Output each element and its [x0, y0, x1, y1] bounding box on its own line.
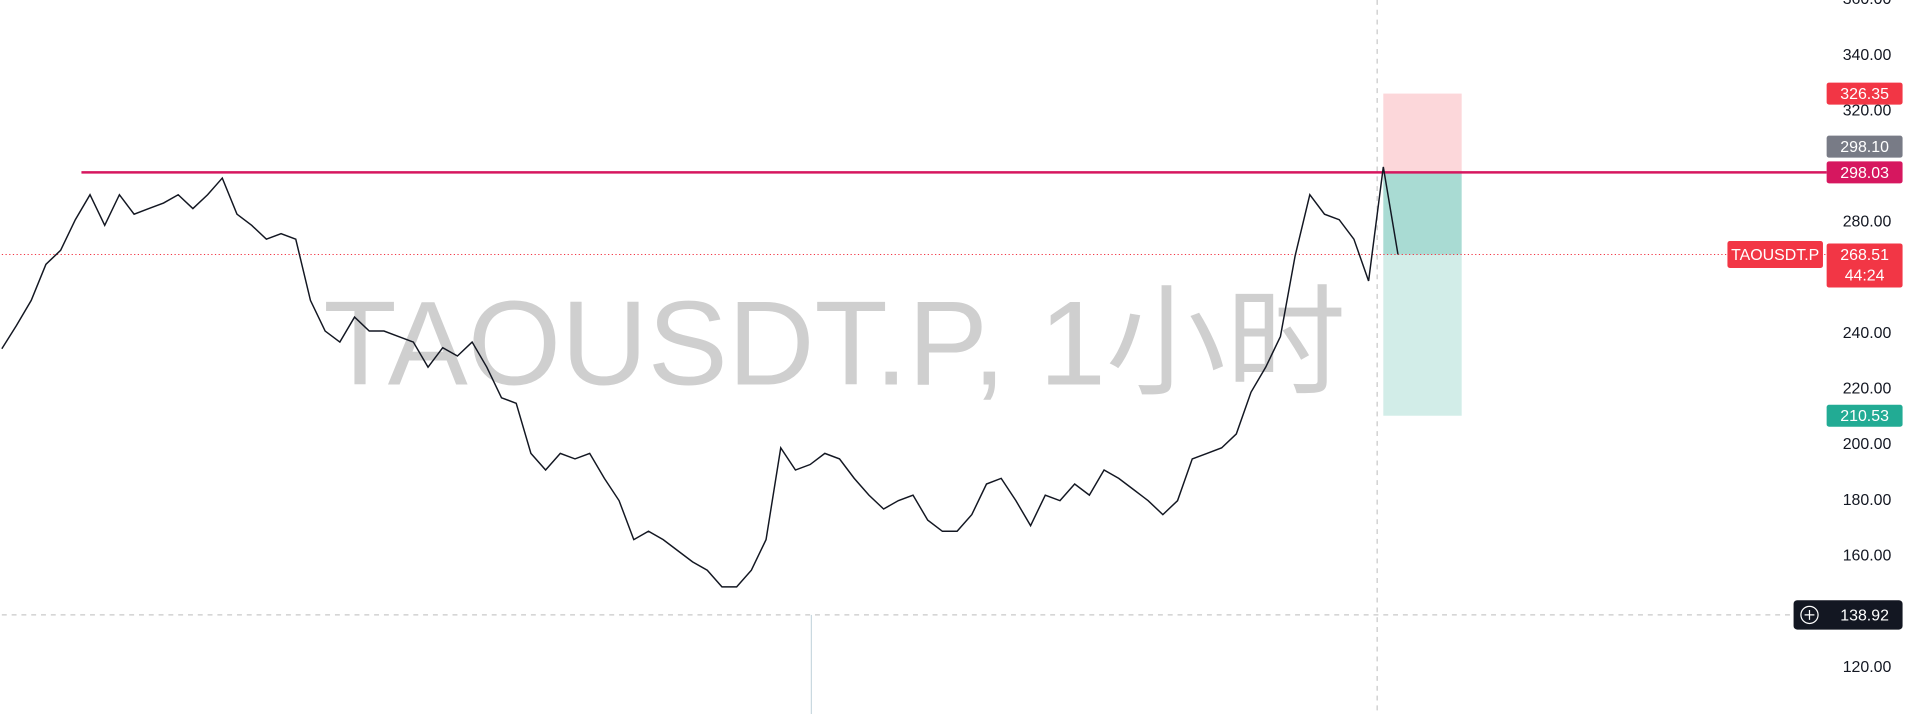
- y-tick-label: 280.00: [1843, 214, 1892, 231]
- y-tick-label: 200.00: [1843, 436, 1892, 453]
- crosshair-icon: [1800, 605, 1819, 625]
- y-tick-label: 220.00: [1843, 381, 1892, 398]
- y-tick-label: 320.00: [1843, 102, 1892, 119]
- last-price: 268.51: [1840, 247, 1889, 264]
- watermark: TAOUSDT.P, 1小时: [323, 276, 1346, 410]
- profit-zone: [1383, 172, 1462, 255]
- price-label-box: [1826, 404, 1903, 427]
- crosshair-plus: [1804, 610, 1815, 620]
- symbol-tag: TAOUSDT.P: [1731, 247, 1819, 264]
- price-label-box: [1826, 82, 1903, 105]
- price-label-box: [1826, 135, 1903, 158]
- target-zone: [1383, 254, 1462, 416]
- y-tick-label: 120.00: [1843, 659, 1892, 676]
- price-label: 210.53: [1840, 408, 1889, 425]
- last-price-box: [1826, 243, 1903, 288]
- countdown: 44:24: [1845, 268, 1885, 285]
- y-tick-label: 180.00: [1843, 492, 1892, 509]
- crosshair-label: 138.92: [1840, 607, 1889, 624]
- y-tick-label: 240.00: [1843, 325, 1892, 342]
- y-tick-label: 340.00: [1843, 47, 1892, 64]
- y-tick-label: 360.00: [1843, 0, 1892, 8]
- stop-zone: [1383, 93, 1462, 173]
- crosshair-box: [1793, 600, 1903, 630]
- price-label-box: [1826, 161, 1903, 184]
- y-tick-label: 160.00: [1843, 547, 1892, 564]
- symbol-tag-box: [1727, 241, 1823, 268]
- price-line: [1, 166, 1399, 588]
- price-label: 298.03: [1840, 165, 1889, 182]
- price-label: 298.10: [1840, 139, 1889, 156]
- price-label: 326.35: [1840, 86, 1889, 103]
